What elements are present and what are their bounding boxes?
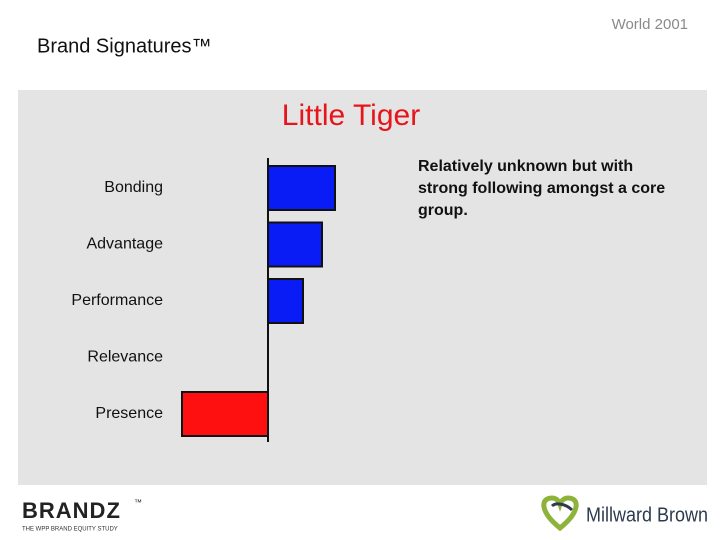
slide-title: Brand Signatures™ xyxy=(37,35,212,57)
subtitle: World 2001 xyxy=(612,16,688,33)
bar xyxy=(267,165,336,211)
annotation-line: Relatively unknown but with xyxy=(418,158,633,175)
company-name: Millward Brown xyxy=(586,504,708,526)
brandz-tm: ™ xyxy=(134,498,142,507)
bar xyxy=(267,278,304,324)
annotation-line: strong following amongst a core xyxy=(418,180,665,197)
heart-swirl xyxy=(550,502,574,512)
category-label: Performance xyxy=(71,292,163,309)
annotation-line: group. xyxy=(418,202,468,219)
category-label: Advantage xyxy=(86,236,163,253)
heart-icon xyxy=(541,495,579,532)
category-label: Presence xyxy=(95,405,163,422)
brandz-logo: BRANDZ xyxy=(22,498,121,523)
chart: Bonding Advantage Performance Relevance Pres… xyxy=(71,165,336,437)
panel xyxy=(18,90,707,485)
tagline: THE WPP BRAND EQUITY STUDY xyxy=(22,527,118,533)
bar xyxy=(267,221,323,268)
category-label: Relevance xyxy=(87,349,163,366)
bar xyxy=(181,391,269,437)
category-label: Bonding xyxy=(104,179,163,196)
chart-title: Little Tiger xyxy=(282,99,420,132)
millward-brown-logo: Millward Brown xyxy=(541,495,708,532)
annotation: Relatively unknown but with strong follow… xyxy=(418,158,665,219)
